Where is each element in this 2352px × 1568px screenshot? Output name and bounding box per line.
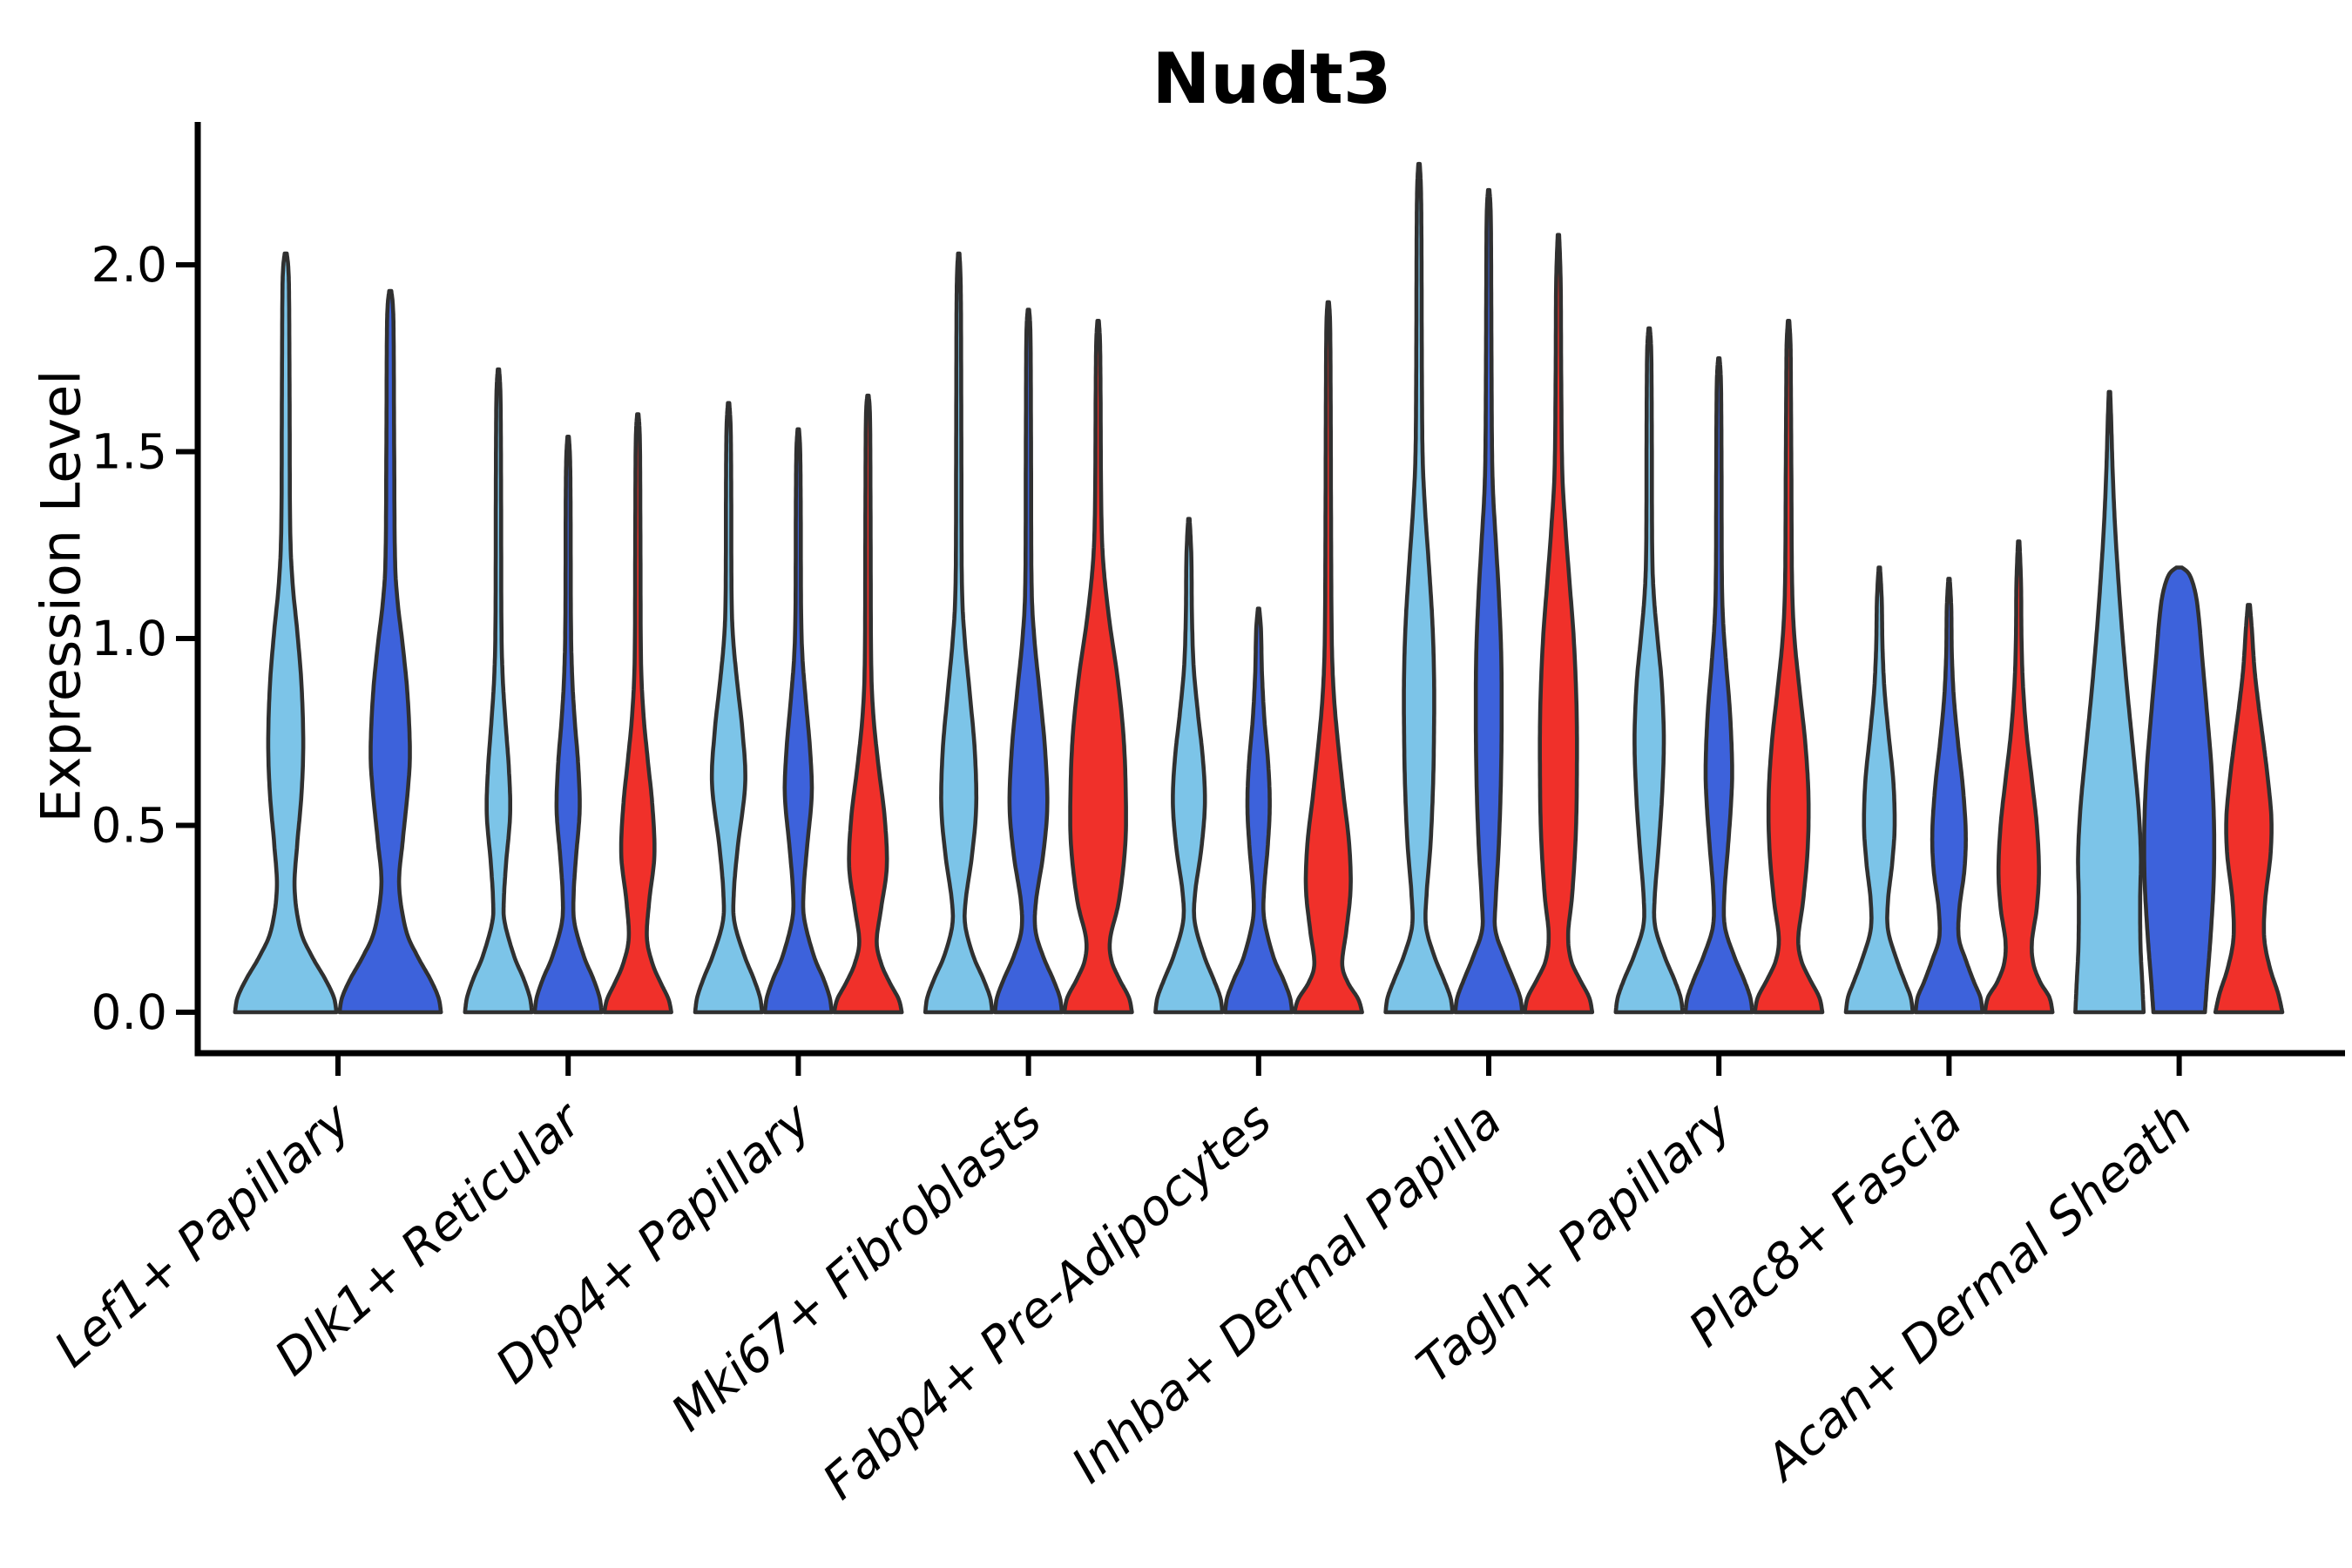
violin-acan-dermal-sheath-light-blue xyxy=(2073,389,2146,1015)
y-tick-label: 1.0 xyxy=(91,611,167,666)
chart-title: Nudt3 xyxy=(1152,38,1392,119)
violin-plac8-fascia-red xyxy=(1983,539,2055,1015)
y-tick-label: 1.5 xyxy=(91,424,167,480)
violin-dlk1-reticular-dark-blue xyxy=(532,435,604,1015)
violin-fabp4-pre-adipocytes-red xyxy=(1292,300,1364,1015)
violin-inhba-dermal-papilla-dark-blue xyxy=(1453,187,1524,1015)
x-category-label: Mki67+ Fibroblasts xyxy=(661,1092,1052,1443)
violin-inhba-dermal-papilla-light-blue xyxy=(1383,161,1455,1015)
violin-mki67-fibroblasts-dark-blue xyxy=(992,308,1064,1015)
violin-mki67-fibroblasts-light-blue xyxy=(923,251,995,1015)
violin-dlk1-reticular-light-blue xyxy=(463,367,534,1015)
violin-dpp4-papillary-light-blue xyxy=(693,401,765,1015)
violin-dpp4-papillary-red xyxy=(832,393,904,1015)
violin-plac8-fascia-dark-blue xyxy=(1913,577,1985,1015)
x-category-label: Acan+ Dermal Sheath xyxy=(1754,1092,2203,1493)
violin-tagln-papillary-light-blue xyxy=(1613,326,1685,1015)
violin-plac8-fascia-light-blue xyxy=(1843,565,1916,1015)
y-tick-label: 0.5 xyxy=(91,798,167,854)
violin-acan-dermal-sheath-dark-blue xyxy=(2142,565,2217,1015)
violin-lef1-papillary-dark-blue xyxy=(337,288,443,1015)
y-tick-label: 0.0 xyxy=(91,984,167,1040)
y-tick-label: 2.0 xyxy=(91,237,167,293)
violin-tagln-papillary-dark-blue xyxy=(1683,356,1754,1015)
violin-dlk1-reticular-red xyxy=(602,412,673,1015)
violin-dpp4-papillary-dark-blue xyxy=(762,427,835,1015)
x-category-label: Inhba+ Dermal Papilla xyxy=(1061,1092,1512,1495)
violin-acan-dermal-sheath-red xyxy=(2213,603,2285,1015)
y-axis-label: Expression Level xyxy=(29,369,93,823)
x-category-label: Fabp4+ Pre-Adipocytes xyxy=(813,1092,1282,1511)
violin-tagln-papillary-red xyxy=(1753,319,1825,1015)
violin-inhba-dermal-papilla-red xyxy=(1522,233,1595,1015)
violin-fabp4-pre-adipocytes-dark-blue xyxy=(1223,606,1294,1015)
violin-fabp4-pre-adipocytes-light-blue xyxy=(1153,517,1225,1015)
violin-mki67-fibroblasts-red xyxy=(1062,319,1134,1015)
violin-lef1-papillary-light-blue xyxy=(233,251,339,1015)
